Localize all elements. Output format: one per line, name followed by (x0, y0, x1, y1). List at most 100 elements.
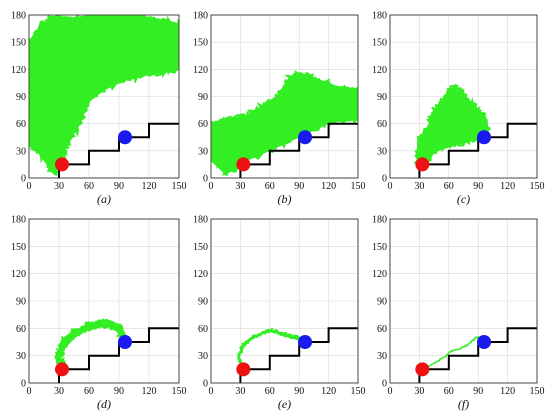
exploration-edge (29, 45, 34, 144)
y-tick-label: 0 (203, 379, 208, 390)
goal-marker (118, 130, 132, 145)
x-tick-label: 30 (414, 386, 424, 397)
goal-marker (477, 130, 492, 145)
y-tick-label: 30 (198, 351, 208, 362)
x-tick-label: 90 (294, 386, 304, 397)
y-tick-label: 60 (16, 324, 26, 335)
y-tick-label: 150 (11, 38, 26, 49)
exploration-edge (450, 83, 466, 97)
panel-5: 0 30 60 90 120 150 0 30 60 90 120 150 180 (e) (193, 215, 366, 412)
panel-label: (b) (278, 192, 292, 206)
y-tick-label: 30 (16, 351, 26, 362)
exploration-edge (37, 15, 53, 30)
y-tick-label: 180 (11, 11, 26, 22)
y-tick-label: 90 (377, 92, 387, 103)
y-tick-label: 60 (16, 119, 26, 130)
y-tick-label: 90 (377, 297, 387, 308)
x-tick-label: 0 (209, 181, 214, 192)
y-tick-label: 60 (198, 119, 208, 130)
panel-1: 0 30 60 90 120 150 0 30 60 90 120 150 180 (a) (11, 11, 187, 207)
exploration-edge (354, 88, 358, 118)
exploration-edge (121, 73, 151, 85)
x-tick-label: 60 (444, 181, 454, 192)
axes-frame (28, 14, 180, 179)
axes-frame (389, 218, 538, 384)
y-tick-label: 90 (198, 92, 208, 103)
y-tick-label: 30 (377, 146, 387, 157)
x-tick-label: 60 (444, 386, 454, 397)
y-tick-label: 120 (372, 65, 387, 76)
exploration-edge (426, 108, 437, 133)
exploration-edge (436, 139, 459, 153)
y-tick-label: 120 (372, 269, 387, 280)
y-tick-label: 150 (372, 38, 387, 49)
exploration-path (237, 328, 307, 371)
x-tick-label: 30 (54, 181, 64, 192)
goal-marker (118, 335, 132, 349)
exploration-edge (173, 24, 179, 68)
x-tick-label: 60 (265, 181, 275, 192)
y-tick-label: 180 (372, 215, 387, 226)
y-tick-label: 0 (382, 174, 387, 185)
y-tick-label: 30 (377, 351, 387, 362)
exploration-edge (284, 70, 305, 80)
exploration-edge (276, 78, 291, 99)
x-tick-label: 0 (27, 386, 32, 397)
x-tick-label: 120 (500, 181, 515, 192)
y-tick-label: 0 (21, 379, 26, 390)
exploration-edge (316, 78, 341, 91)
exploration-edge (228, 111, 250, 122)
obstacle-boundary (58, 327, 179, 383)
exploration-edge (462, 93, 476, 108)
start-marker (415, 362, 430, 377)
exploration-edge (211, 115, 233, 126)
panel-2: 0 30 60 90 120 150 0 30 60 90 120 150 180 (b) (193, 11, 366, 207)
exploration-edge (426, 146, 441, 162)
y-tick-label: 60 (198, 324, 208, 335)
y-tick-label: 150 (372, 242, 387, 253)
y-tick-label: 120 (11, 65, 26, 76)
y-tick-label: 0 (382, 379, 387, 390)
y-tick-label: 60 (377, 119, 387, 130)
x-tick-label: 0 (209, 386, 214, 397)
panel-3: 0 30 60 90 120 150 0 30 60 90 120 150 180 (c) (372, 11, 545, 207)
y-tick-label: 120 (11, 269, 26, 280)
exploration-edge (247, 101, 266, 115)
start-marker (236, 157, 251, 172)
goal-marker (477, 335, 492, 349)
exploration-edge (262, 93, 281, 106)
exploration-edge (302, 72, 324, 85)
x-tick-label: 150 (172, 386, 187, 397)
panel-6: 0 30 60 90 120 150 0 30 60 90 120 150 180 (f) (372, 215, 545, 412)
y-tick-label: 150 (11, 242, 26, 253)
x-tick-label: 120 (321, 181, 336, 192)
exploration-region (29, 15, 179, 176)
x-tick-label: 30 (235, 386, 245, 397)
y-tick-label: 0 (21, 174, 26, 185)
x-tick-label: 150 (351, 386, 366, 397)
y-tick-label: 0 (203, 174, 208, 185)
x-tick-label: 60 (84, 181, 94, 192)
exploration-path (56, 321, 127, 372)
start-marker (55, 362, 69, 377)
exploration-edge (431, 96, 446, 113)
exploration-edge (97, 15, 129, 20)
y-tick-label: 60 (377, 324, 387, 335)
goal-marker (298, 335, 313, 349)
x-tick-label: 150 (351, 181, 366, 192)
axes-frame (210, 14, 359, 179)
x-tick-label: 60 (84, 386, 94, 397)
x-tick-label: 0 (388, 181, 393, 192)
exploration-edge (148, 66, 170, 79)
y-tick-label: 150 (193, 38, 208, 49)
panel-4: 0 30 60 90 120 150 0 30 60 90 120 150 180 (d) (11, 215, 187, 412)
start-marker (55, 157, 69, 172)
x-tick-label: 90 (114, 386, 124, 397)
axes-frame (28, 218, 180, 384)
x-tick-label: 0 (27, 181, 32, 192)
panel-label: (f) (458, 397, 469, 411)
exploration-edge (65, 15, 101, 23)
exploration-line (237, 327, 307, 371)
exploration-edge (66, 116, 84, 143)
y-tick-label: 90 (16, 92, 26, 103)
